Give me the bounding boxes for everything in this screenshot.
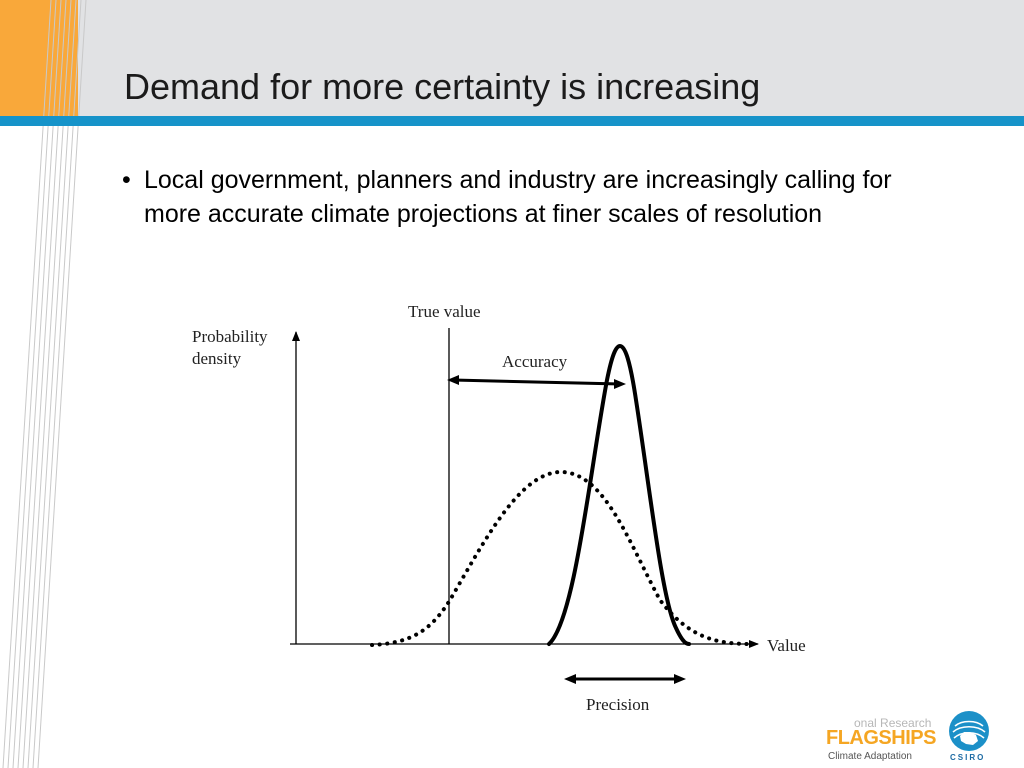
- accuracy-arrowhead-left: [447, 375, 459, 385]
- solid-distribution-curve: [547, 344, 691, 646]
- logo-line1: onal Research: [854, 716, 932, 730]
- bullet-text: Local government, planners and industry …: [144, 166, 892, 228]
- precision-label: Precision: [586, 695, 650, 714]
- csiro-logo-icon: [949, 711, 989, 751]
- precision-arrowhead-left: [564, 674, 576, 684]
- accuracy-arrow: [452, 378, 621, 386]
- header-band: [0, 0, 1024, 116]
- true-value-label: True value: [408, 302, 481, 321]
- logo-line2: FLAGSHIPS: [826, 727, 936, 749]
- accuracy-label: Accuracy: [502, 352, 568, 371]
- logo-line3: Climate Adaptation: [828, 751, 912, 762]
- x-axis-label: Value: [767, 636, 806, 655]
- y-axis-label-line1: Probability: [192, 327, 268, 346]
- flagships-logo: onal Research FLAGSHIPS Climate Adaptati…: [826, 708, 1024, 768]
- decorative-stripes: [2, 0, 87, 768]
- csiro-wordmark: CSIRO: [950, 753, 986, 762]
- precision-arrowhead-right: [674, 674, 686, 684]
- bullet-marker: •: [122, 166, 131, 194]
- y-axis-label-line2: density: [192, 349, 242, 368]
- accent-bar: [0, 116, 1024, 126]
- accuracy-arrowhead-right: [614, 379, 626, 389]
- slide-title: Demand for more certainty is increasing: [124, 66, 761, 107]
